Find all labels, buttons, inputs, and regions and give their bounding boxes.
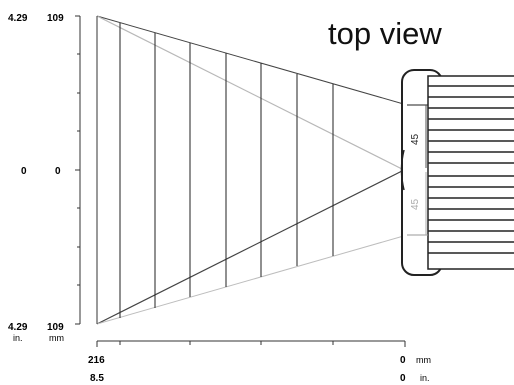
fov-lower-light-line	[96, 234, 408, 325]
left-scale: 4.29 109 0 0 4.29 109 in. mm	[8, 13, 81, 343]
fov-upper-light-line	[96, 15, 405, 171]
lower-angle-label: 45	[410, 198, 421, 210]
fov-lower-dark-line	[96, 169, 405, 325]
left-top-mm-label: 109	[47, 13, 64, 24]
bottom-scale: 216 8.5 0 mm 0 in.	[88, 340, 431, 384]
field-of-view	[96, 15, 408, 325]
left-middle-mm-label: 0	[55, 166, 61, 177]
left-bottom-in-label: 4.29	[8, 322, 28, 333]
left-bottom-mm-label: 109	[47, 322, 64, 333]
bottom-unit-mm-label: mm	[416, 355, 431, 365]
bottom-right-in-label: 0	[400, 373, 406, 384]
left-unit-mm-label: mm	[49, 333, 64, 343]
camera-device: 45 45	[400, 69, 514, 276]
left-middle-in-label: 0	[21, 166, 27, 177]
fov-upper-dark-line	[96, 15, 408, 106]
upper-angle-label: 45	[410, 133, 421, 145]
bottom-right-mm-label: 0	[400, 355, 406, 366]
bottom-left-mm-label: 216	[88, 355, 105, 366]
left-top-in-label: 4.29	[8, 13, 28, 24]
bottom-left-in-label: 8.5	[90, 373, 104, 384]
bottom-unit-in-label: in.	[420, 373, 430, 383]
left-unit-in-label: in.	[13, 333, 23, 343]
diagram-title: top view	[328, 16, 442, 51]
